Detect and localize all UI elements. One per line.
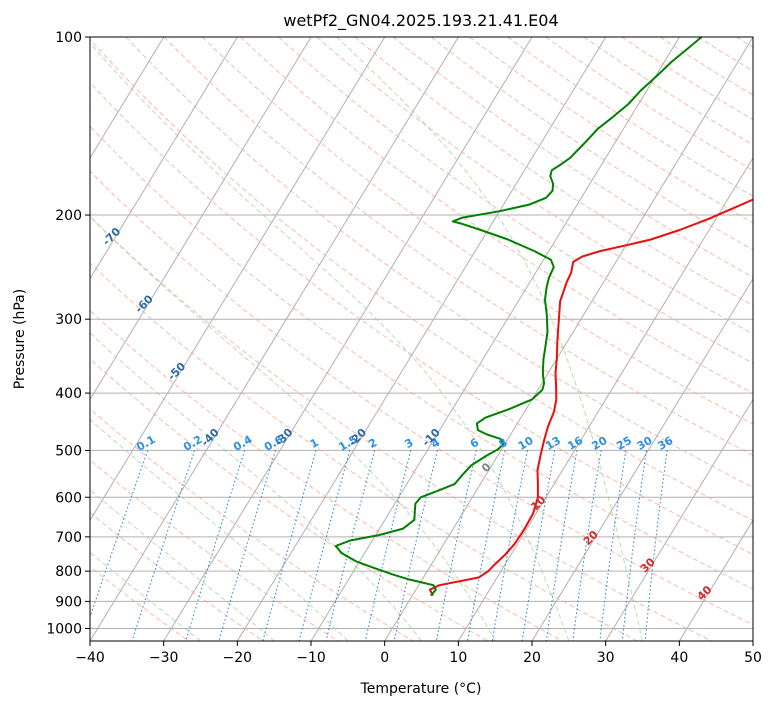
axes: −40 −30 −20 −10 0 10 20 30 40 50 100 200 300 400 500 60… xyxy=(46,30,762,666)
dry-adiabat-line xyxy=(354,37,753,306)
moist-adiabat-line xyxy=(90,215,496,641)
isotherm-line xyxy=(90,37,165,159)
chart-title: wetPf2_GN04.2025.193.21.41.E04 xyxy=(283,11,558,31)
mixing-ratio-line xyxy=(572,450,602,641)
mixing-ratio-line xyxy=(364,450,412,641)
isotherm-line xyxy=(90,37,238,280)
background-lines xyxy=(90,37,753,641)
mixing-ratio-line xyxy=(131,450,196,641)
x-tick-label: 50 xyxy=(744,650,762,666)
mixing-ratio-line xyxy=(262,450,317,641)
dry-adiabat-line xyxy=(583,37,753,146)
x-tick-label: 0 xyxy=(380,650,389,666)
mixing-ratio-line xyxy=(545,450,578,641)
moist-adiabat-line xyxy=(90,551,201,641)
y-tick-label: 1000 xyxy=(46,621,82,637)
isotherm-line xyxy=(678,519,753,641)
x-tick-label: −20 xyxy=(223,650,253,666)
isotherm-line xyxy=(236,37,607,641)
dry-adiabat-line xyxy=(430,37,753,251)
dry-adiabat-line xyxy=(240,37,753,394)
mixing-ratio-line xyxy=(298,450,351,641)
isotherm-line xyxy=(384,37,753,641)
mixing-ratio-line xyxy=(90,450,149,619)
dry-adiabat-line xyxy=(90,408,414,641)
y-tick-label: 100 xyxy=(55,30,82,46)
mixing-ratio-line xyxy=(467,450,506,641)
x-tick-label: −10 xyxy=(296,650,326,666)
mixing-ratio-line xyxy=(435,450,477,641)
moist-adiabat-line xyxy=(90,42,570,641)
moist-adiabat-line xyxy=(336,37,643,641)
y-tick-label: 900 xyxy=(55,594,82,610)
isotherm-line xyxy=(457,156,753,641)
mixing-ratio-line xyxy=(325,450,376,641)
y-tick-label: 400 xyxy=(55,386,82,402)
mixing-ratio-line xyxy=(521,450,556,641)
dry-adiabat-line xyxy=(163,37,753,456)
y-tick-label: 600 xyxy=(55,490,82,506)
x-tick-label: −40 xyxy=(75,650,105,666)
data-layer xyxy=(334,37,753,597)
dry-adiabat-line xyxy=(90,170,753,626)
dry-adiabat-line xyxy=(90,309,563,641)
isotherm-line xyxy=(310,37,680,641)
moist-adiabat-line xyxy=(90,489,275,641)
mixing-ratio-line xyxy=(599,450,627,641)
mixing-ratio-line xyxy=(185,450,246,641)
x-tick-label: 20 xyxy=(523,650,541,666)
x-axis-title: Temperature (°C) xyxy=(360,681,482,697)
dry-adiabat-line xyxy=(507,37,753,197)
isotherm-line xyxy=(605,398,753,641)
x-tick-label: −30 xyxy=(149,650,179,666)
y-tick-label: 200 xyxy=(55,208,82,224)
mixing-ratio-line xyxy=(621,450,647,641)
moist-adiabat-line xyxy=(90,418,349,641)
y-axis-title: Pressure (hPa) xyxy=(12,289,28,389)
mixing-ratio-line xyxy=(393,450,438,641)
dry-adiabat-line xyxy=(316,37,753,335)
mixing-ratio-line xyxy=(218,450,276,641)
mixing-ratio-line xyxy=(644,450,668,641)
x-tick-label: 30 xyxy=(597,650,615,666)
x-tick-label: 10 xyxy=(449,650,467,666)
dry-adiabat-line xyxy=(90,262,638,641)
isotherm-line xyxy=(90,37,386,522)
y-tick-label: 800 xyxy=(55,564,82,580)
dry-adiabat-line xyxy=(90,38,753,522)
y-tick-label: 300 xyxy=(55,312,82,328)
y-tick-label: 500 xyxy=(55,443,82,459)
isotherm-line xyxy=(90,37,312,401)
moist-adiabat-line xyxy=(90,332,422,641)
isotherm-line xyxy=(531,277,753,641)
mixing-ratio-line xyxy=(491,450,528,641)
temperature-profile-line xyxy=(428,198,753,597)
isotherm-line xyxy=(90,37,459,641)
dry-adiabat-line xyxy=(90,511,264,641)
isotherm-line xyxy=(163,37,533,641)
dewpoint-profile-line xyxy=(334,37,703,597)
dry-adiabat-line xyxy=(90,125,753,590)
y-tick-label: 700 xyxy=(55,530,82,546)
plot-frame xyxy=(89,36,754,642)
x-tick-label: 40 xyxy=(670,650,688,666)
dry-adiabat-line xyxy=(90,81,753,555)
